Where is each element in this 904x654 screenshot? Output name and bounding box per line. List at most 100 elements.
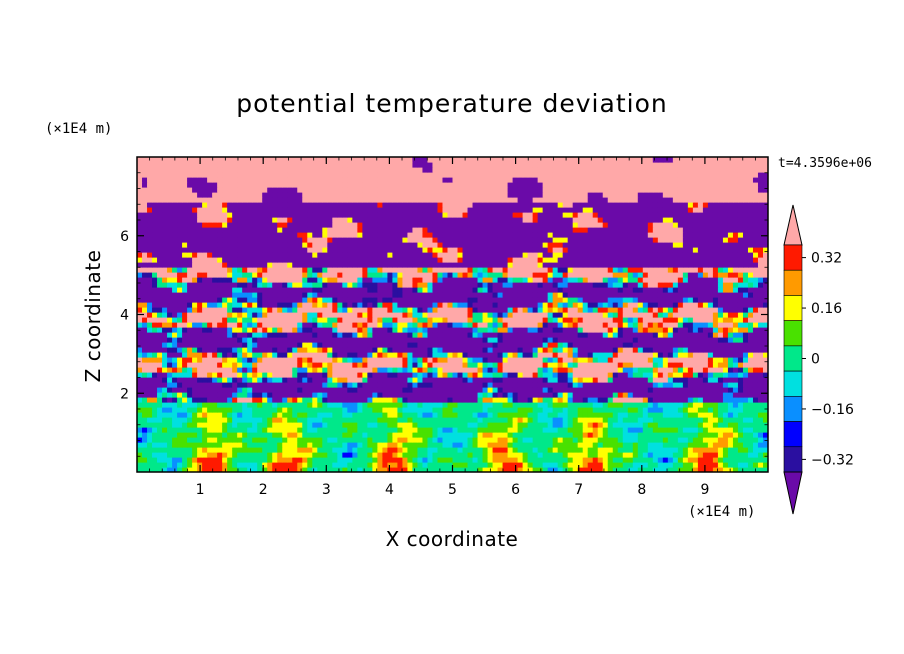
field-cell bbox=[542, 352, 549, 358]
field-cell bbox=[517, 392, 524, 398]
field-cell bbox=[247, 282, 253, 288]
field-cell bbox=[197, 297, 203, 303]
field-cell bbox=[162, 367, 168, 373]
field-cell bbox=[557, 462, 564, 468]
field-cell bbox=[437, 337, 444, 343]
field-cell bbox=[202, 327, 208, 333]
field-cell bbox=[402, 317, 409, 323]
field-cell bbox=[242, 462, 248, 468]
field-cell bbox=[167, 452, 173, 458]
field-cell bbox=[687, 367, 694, 373]
field-cell bbox=[697, 442, 704, 448]
field-cell bbox=[522, 412, 529, 418]
field-cell bbox=[242, 397, 248, 403]
field-cell bbox=[377, 437, 383, 443]
field-cell bbox=[742, 412, 749, 418]
field-cell bbox=[247, 452, 253, 458]
field-cell bbox=[142, 412, 148, 418]
field-cell bbox=[167, 277, 173, 283]
field-cell bbox=[317, 277, 323, 283]
field-cell bbox=[192, 447, 198, 453]
field-cell bbox=[182, 372, 188, 378]
field-cell bbox=[657, 357, 664, 363]
field-cell bbox=[612, 392, 619, 398]
field-cell bbox=[302, 397, 308, 403]
field-cell bbox=[752, 367, 759, 373]
field-cell bbox=[667, 357, 674, 363]
field-cell bbox=[572, 317, 579, 323]
field-cell bbox=[412, 442, 419, 448]
field-cell bbox=[567, 447, 574, 453]
field-cell bbox=[527, 467, 534, 472]
field-cell bbox=[522, 367, 529, 373]
field-cell bbox=[277, 317, 283, 323]
field-cell bbox=[347, 407, 353, 413]
field-cell bbox=[317, 422, 323, 428]
field-cell bbox=[362, 422, 368, 428]
field-cell bbox=[502, 437, 509, 443]
field-cell bbox=[687, 397, 694, 403]
field-cell bbox=[287, 272, 293, 278]
field-cell bbox=[367, 442, 373, 448]
field-cell bbox=[232, 397, 238, 403]
field-cell bbox=[432, 382, 439, 388]
field-cell bbox=[662, 402, 669, 408]
field-cell bbox=[247, 367, 253, 373]
field-cell bbox=[317, 397, 323, 403]
field-cell bbox=[317, 307, 323, 313]
field-cell bbox=[502, 357, 509, 363]
field-cell bbox=[622, 402, 629, 408]
field-cell bbox=[172, 382, 178, 388]
field-cell bbox=[697, 297, 704, 303]
field-cell bbox=[577, 282, 584, 288]
field-cell bbox=[717, 347, 724, 353]
field-cell bbox=[572, 312, 579, 318]
field-cell bbox=[202, 392, 208, 398]
field-cell bbox=[347, 317, 353, 323]
field-cell bbox=[262, 287, 268, 293]
field-cell bbox=[722, 437, 729, 443]
field-cell bbox=[612, 407, 619, 413]
field-cell bbox=[172, 302, 178, 308]
field-cell bbox=[682, 322, 689, 328]
field-cell bbox=[567, 462, 574, 468]
field-cell bbox=[377, 302, 383, 308]
field-cell bbox=[577, 362, 584, 368]
field-cell bbox=[577, 392, 584, 398]
field-cell bbox=[302, 392, 308, 398]
field-cell bbox=[657, 377, 664, 383]
field-cell bbox=[472, 387, 479, 393]
field-cell bbox=[642, 457, 649, 463]
field-cell bbox=[662, 297, 669, 303]
field-cell bbox=[252, 347, 258, 353]
field-cell bbox=[452, 467, 459, 472]
field-cell bbox=[482, 432, 489, 438]
field-cell bbox=[282, 397, 288, 403]
field-cell bbox=[647, 327, 654, 333]
field-cell bbox=[717, 312, 724, 318]
field-cell bbox=[507, 427, 514, 433]
field-cell bbox=[757, 462, 764, 468]
y-unit-label: (×1E4 m) bbox=[45, 121, 112, 137]
field-cell bbox=[552, 302, 559, 308]
field-cell bbox=[402, 327, 409, 333]
field-cell bbox=[632, 347, 639, 353]
field-cell bbox=[492, 277, 499, 283]
field-cell bbox=[452, 362, 459, 368]
field-cell bbox=[567, 342, 574, 348]
field-cell bbox=[307, 312, 313, 318]
field-cell bbox=[382, 282, 388, 288]
field-cell bbox=[247, 397, 253, 403]
field-cell bbox=[177, 412, 183, 418]
field-cell bbox=[732, 437, 739, 443]
field-cell bbox=[187, 392, 193, 398]
field-cell bbox=[297, 447, 303, 453]
field-cell bbox=[597, 332, 604, 338]
field-cell bbox=[667, 337, 674, 343]
field-cell bbox=[607, 282, 614, 288]
field-cell bbox=[352, 282, 358, 288]
field-cell bbox=[337, 442, 343, 448]
field-cell bbox=[737, 462, 744, 468]
field-cell bbox=[377, 447, 383, 453]
field-cell bbox=[592, 392, 599, 398]
